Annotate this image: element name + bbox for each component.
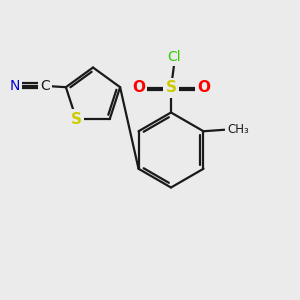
Text: S: S <box>71 112 82 127</box>
Text: N: N <box>10 79 20 93</box>
Text: CH₃: CH₃ <box>227 123 249 136</box>
Text: Cl: Cl <box>167 50 181 64</box>
Text: C: C <box>40 79 50 93</box>
Text: S: S <box>166 80 176 95</box>
Text: O: O <box>132 80 145 95</box>
Text: O: O <box>197 80 210 95</box>
